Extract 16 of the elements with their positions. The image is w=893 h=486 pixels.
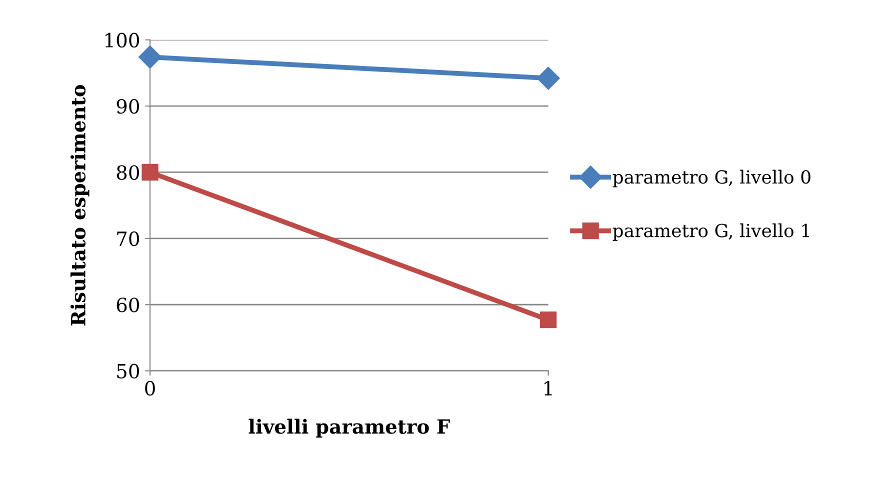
point [138, 46, 162, 69]
y-tick-label: 50 [117, 364, 140, 378]
legend-label: parametro G, livello 0 [612, 170, 810, 188]
y-tick-label: 90 [116, 99, 140, 114]
y-tick-label: 80 [116, 165, 140, 180]
y-tick-label: 70 [117, 231, 140, 246]
point [540, 312, 557, 328]
x-tick-label: 0 [145, 380, 155, 396]
x-axis-title: livelli parametro F [248, 418, 450, 438]
y-axis-title: Risultato esperimento [70, 84, 90, 326]
point [142, 164, 158, 181]
y-tick-label: 60 [116, 298, 140, 312]
x-tick-label: 1 [544, 380, 552, 396]
point [536, 66, 560, 90]
y-tick-label: 100 [106, 32, 140, 48]
legend-label: parametro G, livello 1 [612, 223, 810, 241]
